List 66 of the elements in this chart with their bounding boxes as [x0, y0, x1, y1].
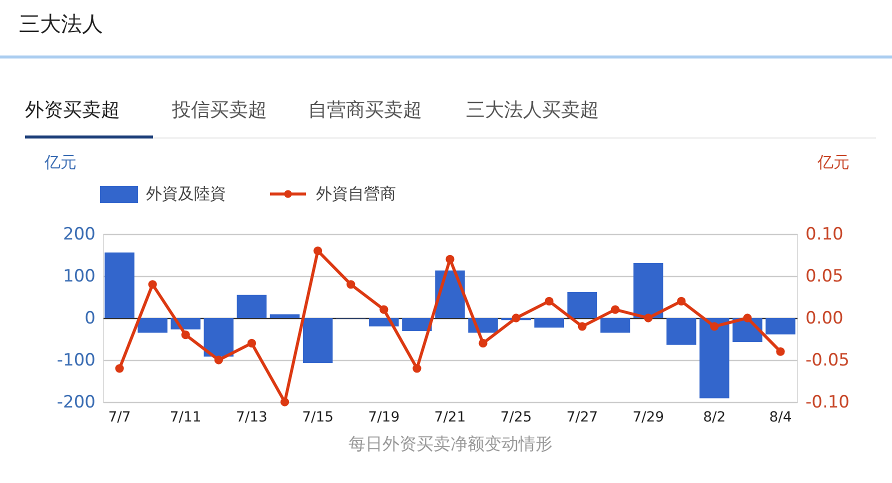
point — [115, 364, 124, 373]
x-tick-label: 7/19 — [368, 410, 400, 426]
text: 三大法人买卖超 — [466, 99, 599, 121]
y2-tick-label: -0.05 — [806, 350, 850, 370]
text: 外资买卖超 — [25, 99, 120, 121]
x-tick-label: 7/29 — [632, 410, 664, 426]
y-tick-label: 100 — [63, 266, 96, 286]
bar — [567, 292, 598, 318]
y2-tick-label: 0.00 — [806, 308, 844, 328]
point — [280, 398, 290, 406]
point — [644, 314, 653, 322]
y2-tick-label: -0.10 — [806, 392, 850, 412]
x-tick-label: 7/15 — [302, 410, 334, 426]
text: 投信买卖超 — [171, 99, 267, 121]
x-tick-label: 7/7 — [108, 410, 131, 426]
bar — [270, 314, 300, 318]
point — [247, 338, 256, 348]
x-tick-label: 7/25 — [500, 410, 532, 426]
y2-tick-label: 0.10 — [806, 224, 844, 244]
y2-tick-label: 0.05 — [806, 266, 844, 286]
x-tick-label: 8/4 — [769, 410, 792, 426]
point — [776, 347, 785, 356]
bar — [534, 318, 564, 328]
y-axis-title: 亿元 — [44, 152, 76, 172]
x-tick-label: 7/21 — [434, 410, 466, 426]
point — [181, 330, 190, 340]
x-tick-label: 7/27 — [566, 410, 598, 426]
point — [743, 314, 752, 322]
point — [677, 296, 686, 306]
point — [148, 280, 157, 289]
bar — [302, 318, 333, 363]
chart-title: 三大法人 — [19, 12, 103, 36]
bar — [104, 252, 134, 318]
point — [512, 314, 520, 322]
bar — [700, 318, 730, 398]
legend-label: 外資及陸資 — [146, 184, 226, 203]
point — [412, 364, 422, 373]
text: 自营商买卖超 — [308, 99, 422, 121]
x-axis-title: 每日外资买卖净额变动情形 — [348, 434, 552, 454]
x-tick-label: 7/13 — [236, 410, 268, 426]
x-tick-label: 7/11 — [170, 410, 202, 426]
x-tick-label: 8/2 — [703, 410, 726, 426]
bar — [402, 318, 432, 332]
y2-axis-title: 亿元 — [816, 152, 850, 172]
bar — [766, 318, 796, 334]
y-tick-label: 200 — [63, 224, 96, 244]
y-tick-label: -200 — [56, 392, 96, 412]
bar — [138, 318, 168, 333]
point — [710, 322, 719, 331]
bar — [204, 318, 234, 357]
point — [214, 356, 223, 364]
point — [380, 305, 388, 314]
bar — [666, 318, 696, 345]
bar — [633, 262, 664, 318]
legend-label: 外資自營商 — [316, 184, 396, 203]
bar — [236, 294, 267, 318]
point — [578, 322, 587, 331]
point — [478, 338, 488, 348]
point — [346, 280, 356, 289]
bar — [600, 318, 630, 333]
point — [446, 254, 454, 264]
y-tick-label: -100 — [56, 350, 96, 370]
point — [610, 305, 620, 314]
y-tick-label: 0 — [84, 308, 96, 328]
point — [313, 246, 322, 256]
point — [544, 296, 554, 306]
